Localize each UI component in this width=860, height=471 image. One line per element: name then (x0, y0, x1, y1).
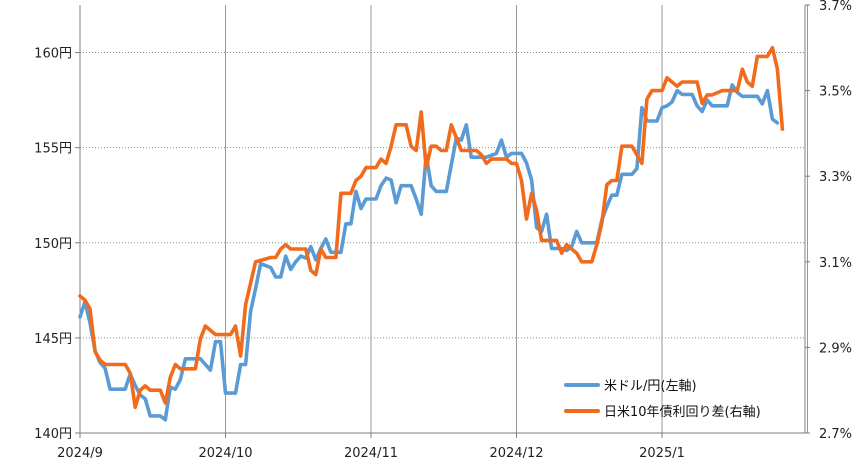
right-tick-label: 3.7% (819, 0, 852, 14)
right-tick-label: 3.1% (819, 256, 852, 271)
right-tick-label: 2.7% (819, 427, 852, 442)
right-tick-label: 3.3% (819, 170, 852, 185)
x-tick-label: 2024/11 (344, 446, 398, 461)
left-tick-label: 145円 (34, 332, 72, 347)
legend-label: 日米10年債利回り差(右軸) (604, 405, 761, 420)
x-tick-label: 2024/10 (198, 446, 252, 461)
left-tick-label: 160円 (34, 47, 72, 62)
left-tick-label: 155円 (34, 142, 72, 157)
x-tick-label: 2025/1 (639, 446, 685, 461)
right-tick-label: 2.9% (819, 341, 852, 356)
series-line-2 (78, 45, 785, 410)
right-tick-label: 3.5% (819, 85, 852, 100)
right-axis-ticks: 2.7% 2.9% 3.1% 3.3% 3.5% 3.7% (805, 0, 852, 442)
axes (79, 5, 806, 434)
x-tick-label: 2024/9 (57, 446, 103, 461)
left-axis-ticks: 140円 145円 150円 155円 160円 (34, 47, 80, 442)
left-tick-label: 150円 (34, 237, 72, 252)
left-tick-label: 140円 (34, 427, 72, 442)
series-lines (78, 45, 785, 422)
x-tick-label: 2024/12 (489, 446, 543, 461)
x-axis-ticks: 2024/9 2024/10 2024/11 2024/12 2025/1 (57, 433, 685, 461)
legend-label: 米ドル/円(左軸) (604, 379, 697, 394)
legend: 米ドル/円(左軸) 日米10年債利回り差(右軸) (564, 379, 761, 420)
